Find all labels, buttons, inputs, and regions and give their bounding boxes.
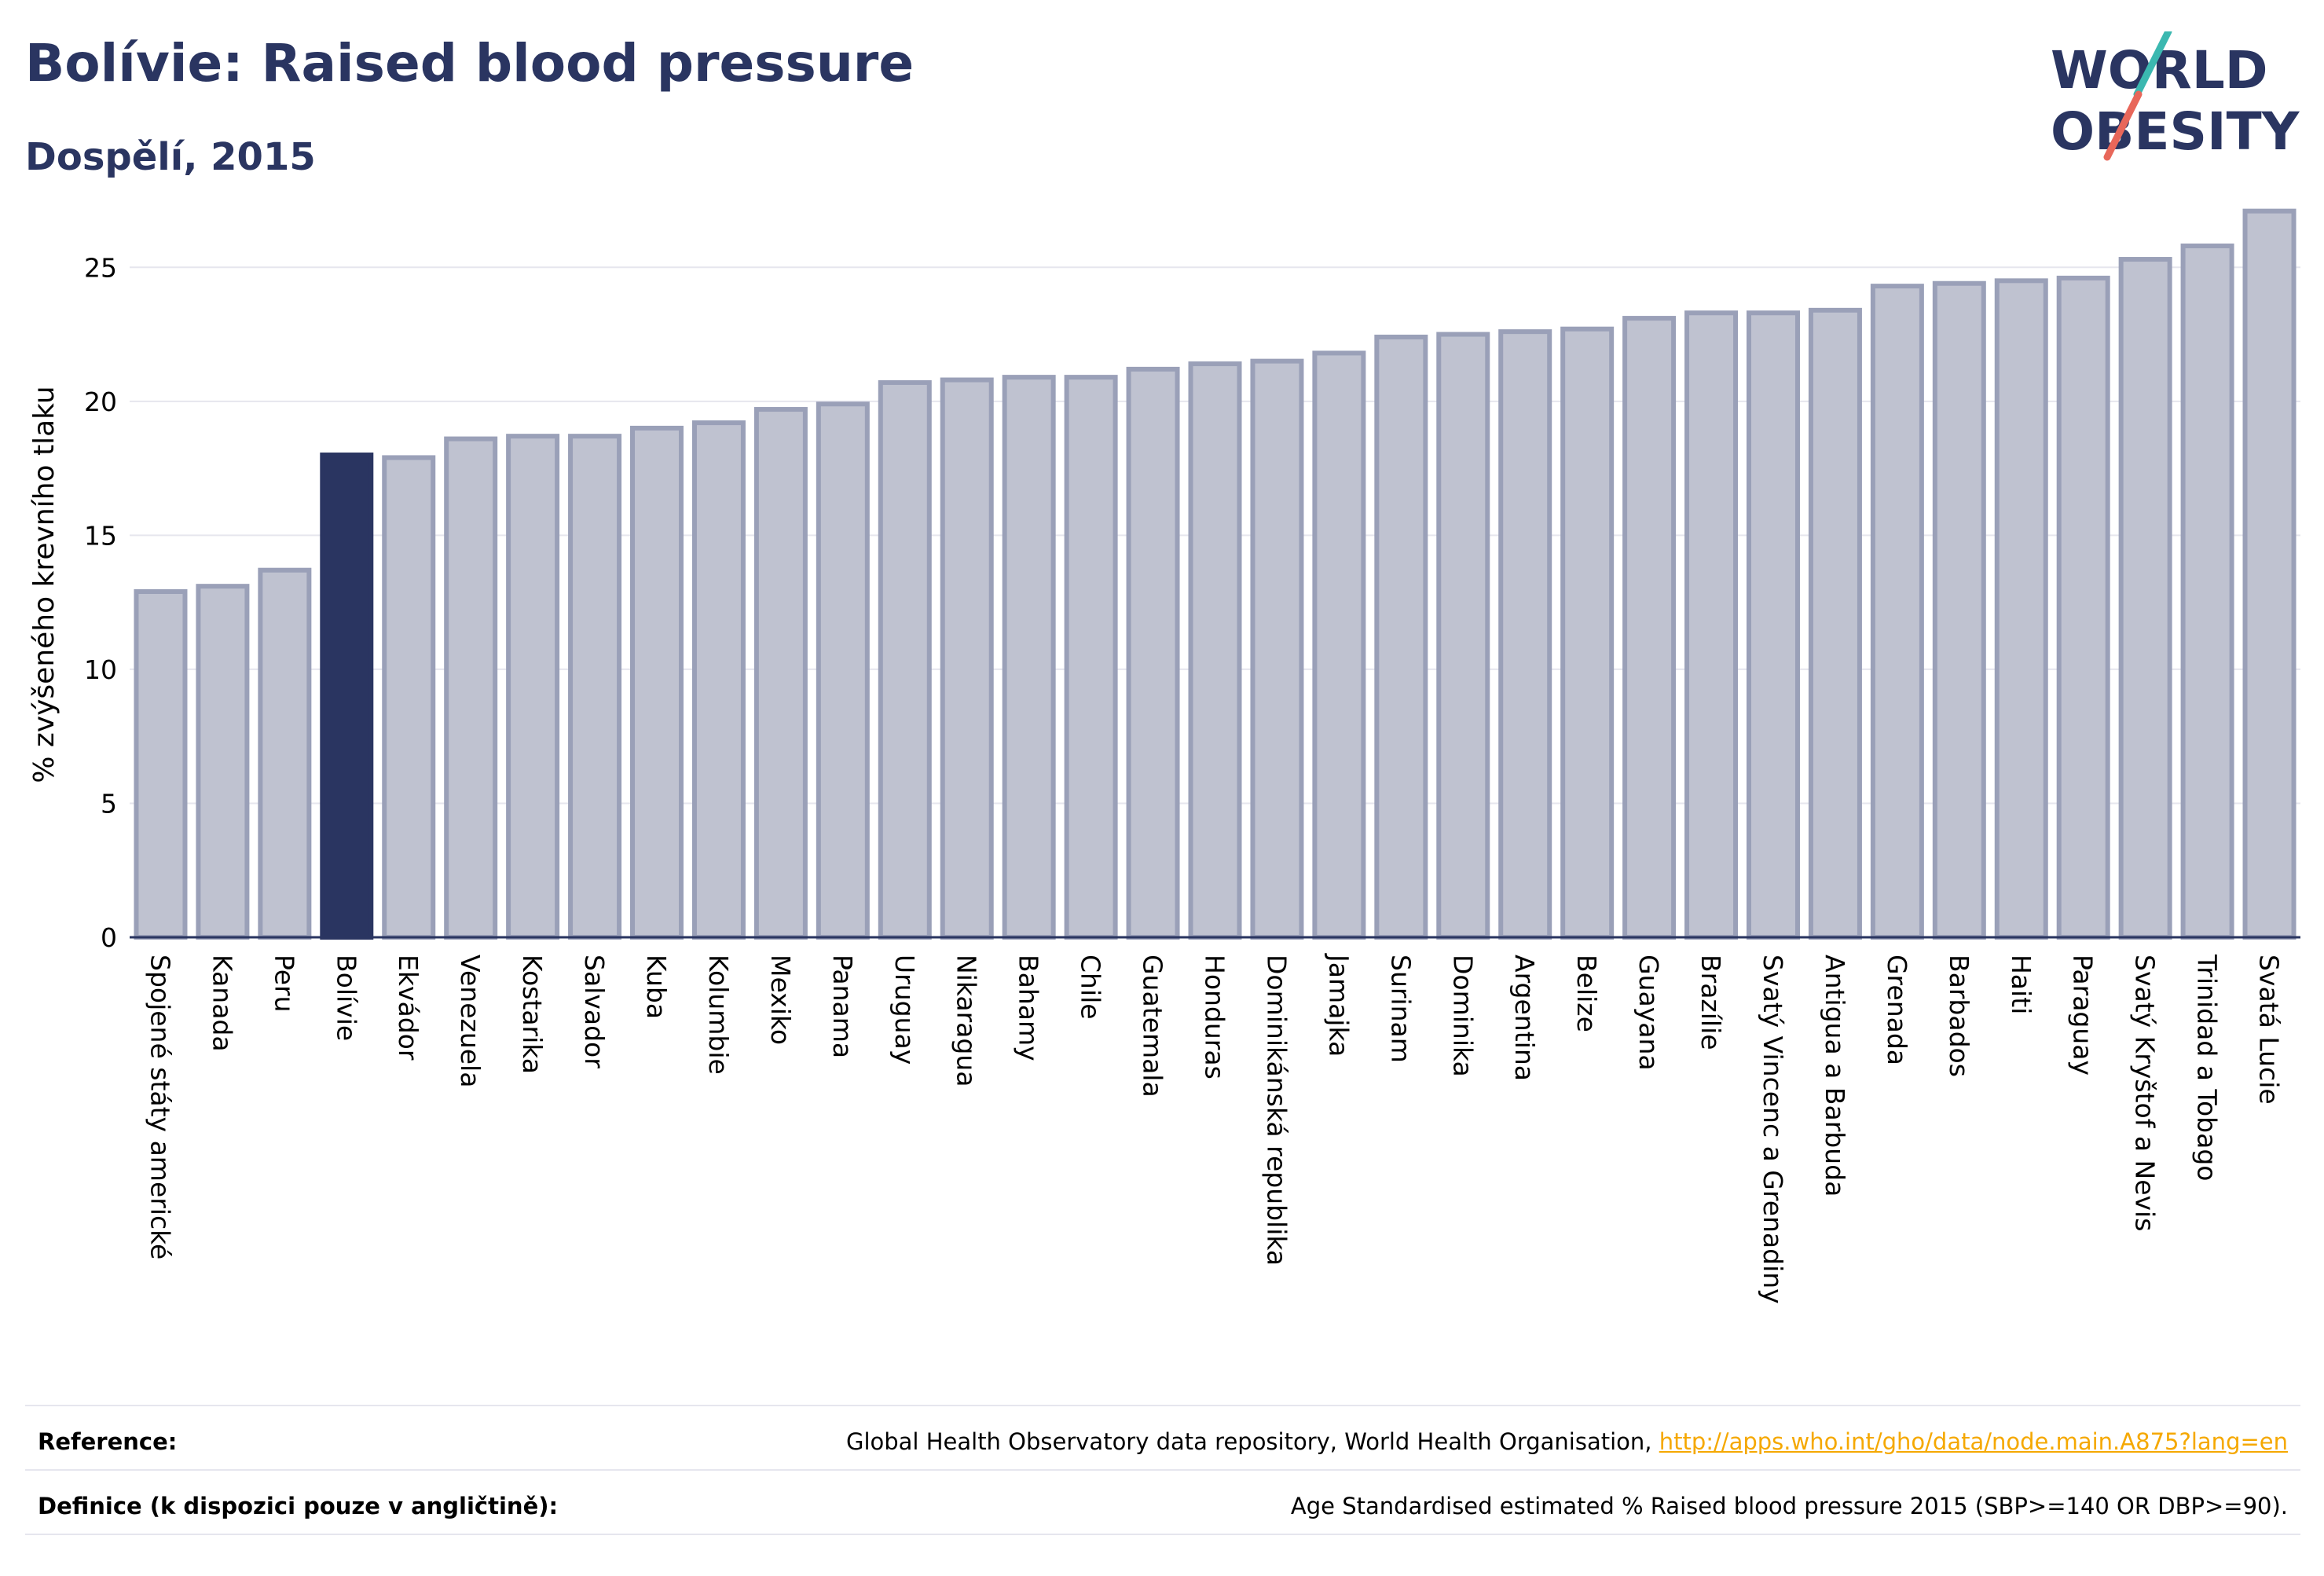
bar-highlighted[interactable] [320,453,374,940]
x-tick-label: Trinidad a Tobago [2192,954,2223,1182]
x-tick-label: Peru [269,955,299,1013]
x-tick-label: Guatemala [1138,955,1168,1098]
bar[interactable] [691,420,746,940]
x-tick-label: Kolumbie [703,955,734,1075]
x-tick-label: Honduras [1200,955,1230,1079]
definition-value: Age Standardised estimated % Raised bloo… [1290,1493,2288,1519]
bar[interactable] [1560,326,1615,940]
bar[interactable] [1870,284,1924,940]
logo-slash-red [2103,90,2143,161]
x-tick-label: Ekvádor [393,955,423,1061]
y-axis-label: % zvýšeného krevního tlaku [28,386,60,783]
bar[interactable] [1808,307,1862,940]
bar[interactable] [1002,375,1056,940]
y-tick-label: 20 [84,387,117,417]
x-tick-label: Svatý Kryštof a Nevis [2130,955,2161,1231]
x-tick-label: Guayana [1633,955,1664,1071]
bars [134,208,2297,940]
y-tick-label: 0 [101,922,117,953]
bar[interactable] [1064,375,1118,940]
bar[interactable] [1498,329,1552,940]
x-tick-label: Kostarika [517,955,548,1074]
x-tick-label: Grenada [1882,955,1912,1065]
x-tick-label: Uruguay [889,955,920,1065]
definition-label: Definice (k dispozici pouze v angličtině… [38,1493,559,1519]
bar[interactable] [1932,280,1986,940]
y-tick-label: 25 [84,252,117,283]
x-tick-label: Paraguay [2068,955,2099,1076]
reference-link[interactable]: http://apps.who.int/gho/data/node.main.A… [1659,1428,2288,1455]
bar[interactable] [2242,208,2297,940]
reference-text: Global Health Observatory data repositor… [845,1428,1659,1455]
bar[interactable] [1994,278,2048,940]
x-tick-label: Bahamy [1014,955,1044,1061]
x-tick-label: Nikaragua [951,955,982,1087]
footer-divider-bottom [25,1534,2300,1535]
x-tick-label: Chile [1076,955,1106,1020]
bar-chart: 0 5 10 15 20 25 Spojené státy americké Kanada P… [28,208,2300,1304]
bar[interactable] [444,436,498,940]
bar[interactable] [1622,316,1677,940]
bar[interactable] [1374,334,1428,940]
reference-value: Global Health Observatory data repositor… [846,1428,2288,1455]
bar[interactable] [1126,366,1180,940]
bar[interactable] [134,588,188,940]
x-tick-label: Spojené státy americké [145,955,175,1259]
bar[interactable] [1746,310,1800,940]
y-tick-labels: 0 5 10 15 20 25 [84,252,117,953]
bar[interactable] [2180,243,2234,940]
x-tick-label: Svatý Vincenc a Grenadiny [1758,955,1788,1304]
bar[interactable] [1188,361,1242,940]
logo-slash-teal [2133,31,2172,98]
bar[interactable] [506,434,560,940]
bar[interactable] [630,425,684,940]
x-tick-label: Brazílie [1695,955,1726,1050]
x-tick-label: Svatá Lucie [2254,955,2285,1105]
bar[interactable] [196,584,250,940]
x-tick-label: Surinam [1385,955,1416,1063]
y-tick-label: 15 [84,520,117,551]
x-tick-labels: Spojené státy americké Kanada Peru Bolívie E… [145,953,2284,1304]
x-tick-label: Kanada [207,955,237,1052]
x-tick-label: Jamajka [1323,953,1354,1057]
footer-divider-middle [25,1469,2300,1471]
x-tick-label: Panama [827,955,858,1058]
x-tick-label: Bolívie [331,955,361,1041]
x-tick-label: Dominika [1447,955,1478,1077]
bar[interactable] [258,567,312,940]
bar[interactable] [568,434,622,940]
chart-subtitle: Dospělí, 2015 [25,135,316,179]
bar[interactable] [940,377,994,940]
footer-divider-top [25,1405,2300,1406]
y-tick-label: 5 [101,788,117,819]
x-tick-label: Mexiko [765,955,796,1045]
x-tick-label: Salvador [579,955,610,1068]
bar[interactable] [1312,350,1366,940]
world-obesity-logo: WORLD OBESITY [2051,31,2300,162]
bar[interactable] [2056,275,2110,940]
bar[interactable] [2118,257,2172,940]
bar[interactable] [878,379,932,940]
bar[interactable] [1250,358,1304,940]
x-tick-label: Venezuela [455,955,486,1087]
bar[interactable] [816,401,870,940]
y-tick-label: 10 [84,654,117,685]
x-tick-label: Barbados [1944,955,1974,1077]
x-tick-label: Dominikánská republika [1261,955,1292,1266]
x-tick-label: Haiti [2006,955,2036,1014]
bar[interactable] [382,455,436,940]
logo-word-obesity: OBESITY [2051,101,2300,162]
x-tick-label: Antigua a Barbuda [1820,955,1850,1197]
x-tick-label: Belize [1571,955,1602,1032]
bar[interactable] [1436,332,1490,940]
bar[interactable] [1684,310,1739,940]
chart-title: Bolívie: Raised blood pressure [25,33,915,93]
x-tick-label: Argentina [1509,955,1540,1081]
reference-label: Reference: [38,1428,178,1455]
bar[interactable] [753,407,808,940]
x-tick-label: Kuba [641,955,672,1019]
